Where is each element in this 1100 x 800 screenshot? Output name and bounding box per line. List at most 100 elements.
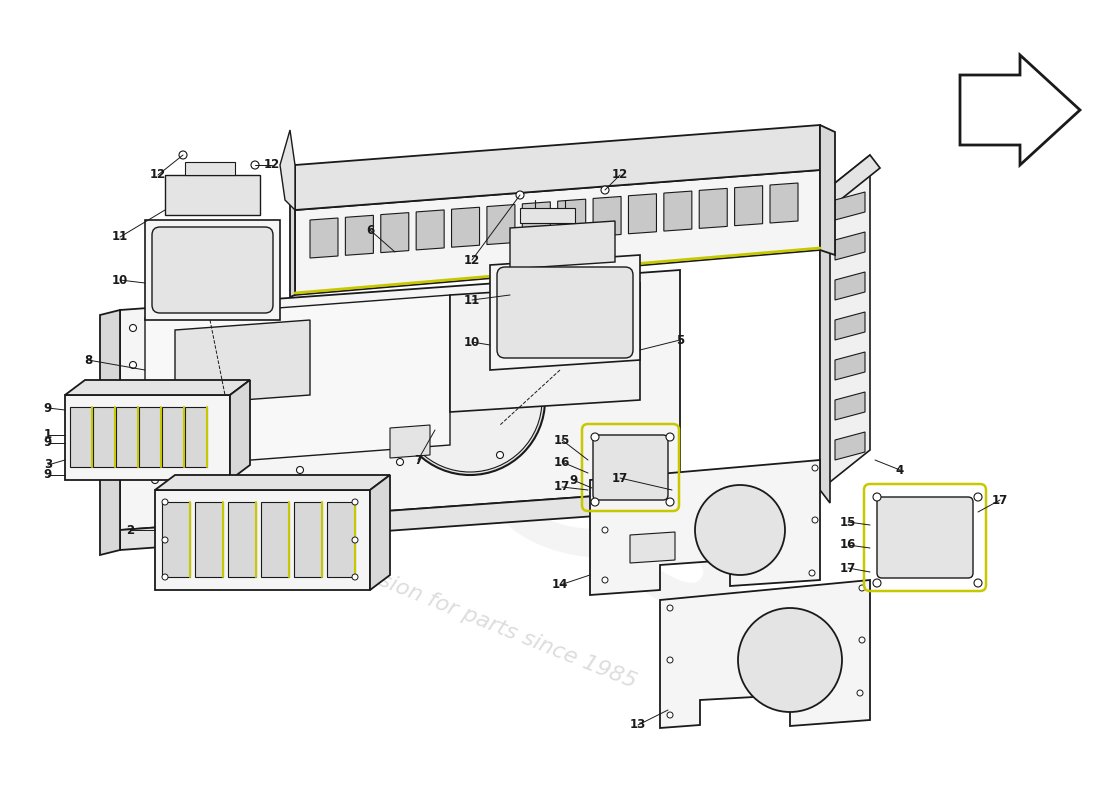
Polygon shape (700, 188, 727, 228)
Polygon shape (630, 532, 675, 563)
Text: 9: 9 (44, 437, 52, 450)
FancyBboxPatch shape (497, 267, 632, 358)
Polygon shape (295, 125, 820, 210)
Circle shape (396, 458, 404, 466)
Circle shape (395, 325, 544, 475)
FancyBboxPatch shape (593, 435, 668, 500)
Circle shape (873, 579, 881, 587)
Circle shape (162, 537, 168, 543)
Circle shape (808, 570, 815, 576)
Text: 4: 4 (895, 463, 904, 477)
Circle shape (162, 499, 168, 505)
Text: 10: 10 (112, 274, 128, 286)
Circle shape (667, 605, 673, 611)
Circle shape (496, 451, 504, 458)
Text: 8: 8 (84, 354, 92, 366)
Circle shape (666, 433, 674, 441)
Polygon shape (155, 475, 390, 490)
Polygon shape (835, 192, 865, 220)
Circle shape (974, 493, 982, 501)
Circle shape (197, 471, 204, 478)
Polygon shape (490, 255, 640, 370)
Circle shape (130, 402, 136, 409)
Text: 11: 11 (464, 294, 480, 306)
Text: 16: 16 (839, 538, 856, 551)
Polygon shape (450, 283, 640, 412)
Bar (520, 208, 575, 223)
Text: 12: 12 (464, 254, 480, 266)
Circle shape (859, 637, 865, 643)
Polygon shape (70, 407, 92, 467)
Bar (185, 162, 235, 175)
Polygon shape (960, 55, 1080, 165)
Text: 14: 14 (552, 578, 569, 591)
Polygon shape (185, 407, 207, 467)
Circle shape (352, 499, 358, 505)
Circle shape (130, 442, 136, 449)
Circle shape (602, 527, 608, 533)
FancyBboxPatch shape (152, 227, 273, 313)
Polygon shape (162, 502, 190, 577)
Polygon shape (261, 502, 289, 577)
Polygon shape (522, 202, 550, 242)
Polygon shape (820, 125, 835, 255)
Polygon shape (820, 155, 870, 490)
Circle shape (596, 443, 604, 450)
Circle shape (738, 608, 842, 712)
Polygon shape (120, 490, 680, 550)
Polygon shape (820, 155, 880, 208)
Polygon shape (663, 191, 692, 231)
Polygon shape (835, 352, 865, 380)
Circle shape (352, 574, 358, 580)
Circle shape (591, 433, 600, 441)
Circle shape (857, 690, 864, 696)
Text: 7: 7 (414, 454, 422, 466)
Circle shape (352, 537, 358, 543)
Circle shape (667, 712, 673, 718)
Polygon shape (290, 165, 295, 297)
Text: 10: 10 (464, 335, 480, 349)
Circle shape (812, 465, 818, 471)
Text: 1: 1 (44, 429, 52, 442)
Polygon shape (116, 407, 138, 467)
Polygon shape (145, 220, 280, 320)
Text: 17: 17 (840, 562, 856, 574)
Polygon shape (230, 380, 250, 480)
Polygon shape (381, 213, 409, 253)
Circle shape (251, 161, 258, 169)
Circle shape (297, 466, 304, 474)
Polygon shape (735, 186, 762, 226)
Text: 11: 11 (112, 230, 128, 243)
Polygon shape (345, 215, 373, 255)
Polygon shape (370, 475, 390, 590)
Text: 17: 17 (992, 494, 1008, 506)
Circle shape (179, 151, 187, 159)
Circle shape (162, 574, 168, 580)
Circle shape (812, 517, 818, 523)
Polygon shape (100, 310, 120, 555)
Polygon shape (390, 425, 430, 458)
Text: 12: 12 (612, 169, 628, 182)
Text: 15: 15 (839, 515, 856, 529)
Circle shape (398, 328, 542, 472)
Polygon shape (416, 210, 444, 250)
Polygon shape (770, 183, 798, 223)
Text: 17: 17 (554, 481, 570, 494)
Polygon shape (835, 432, 865, 460)
Circle shape (130, 325, 136, 331)
Polygon shape (145, 295, 450, 468)
Text: 9: 9 (44, 469, 52, 482)
Circle shape (591, 498, 600, 506)
Polygon shape (660, 580, 870, 728)
Text: 15: 15 (553, 434, 570, 446)
Circle shape (152, 477, 158, 483)
Polygon shape (94, 407, 115, 467)
Circle shape (859, 585, 865, 591)
Text: 12: 12 (264, 158, 280, 171)
Polygon shape (295, 170, 820, 295)
Polygon shape (120, 270, 680, 530)
Text: 5: 5 (675, 334, 684, 346)
Polygon shape (65, 380, 250, 395)
Circle shape (873, 493, 881, 501)
Circle shape (601, 186, 609, 194)
